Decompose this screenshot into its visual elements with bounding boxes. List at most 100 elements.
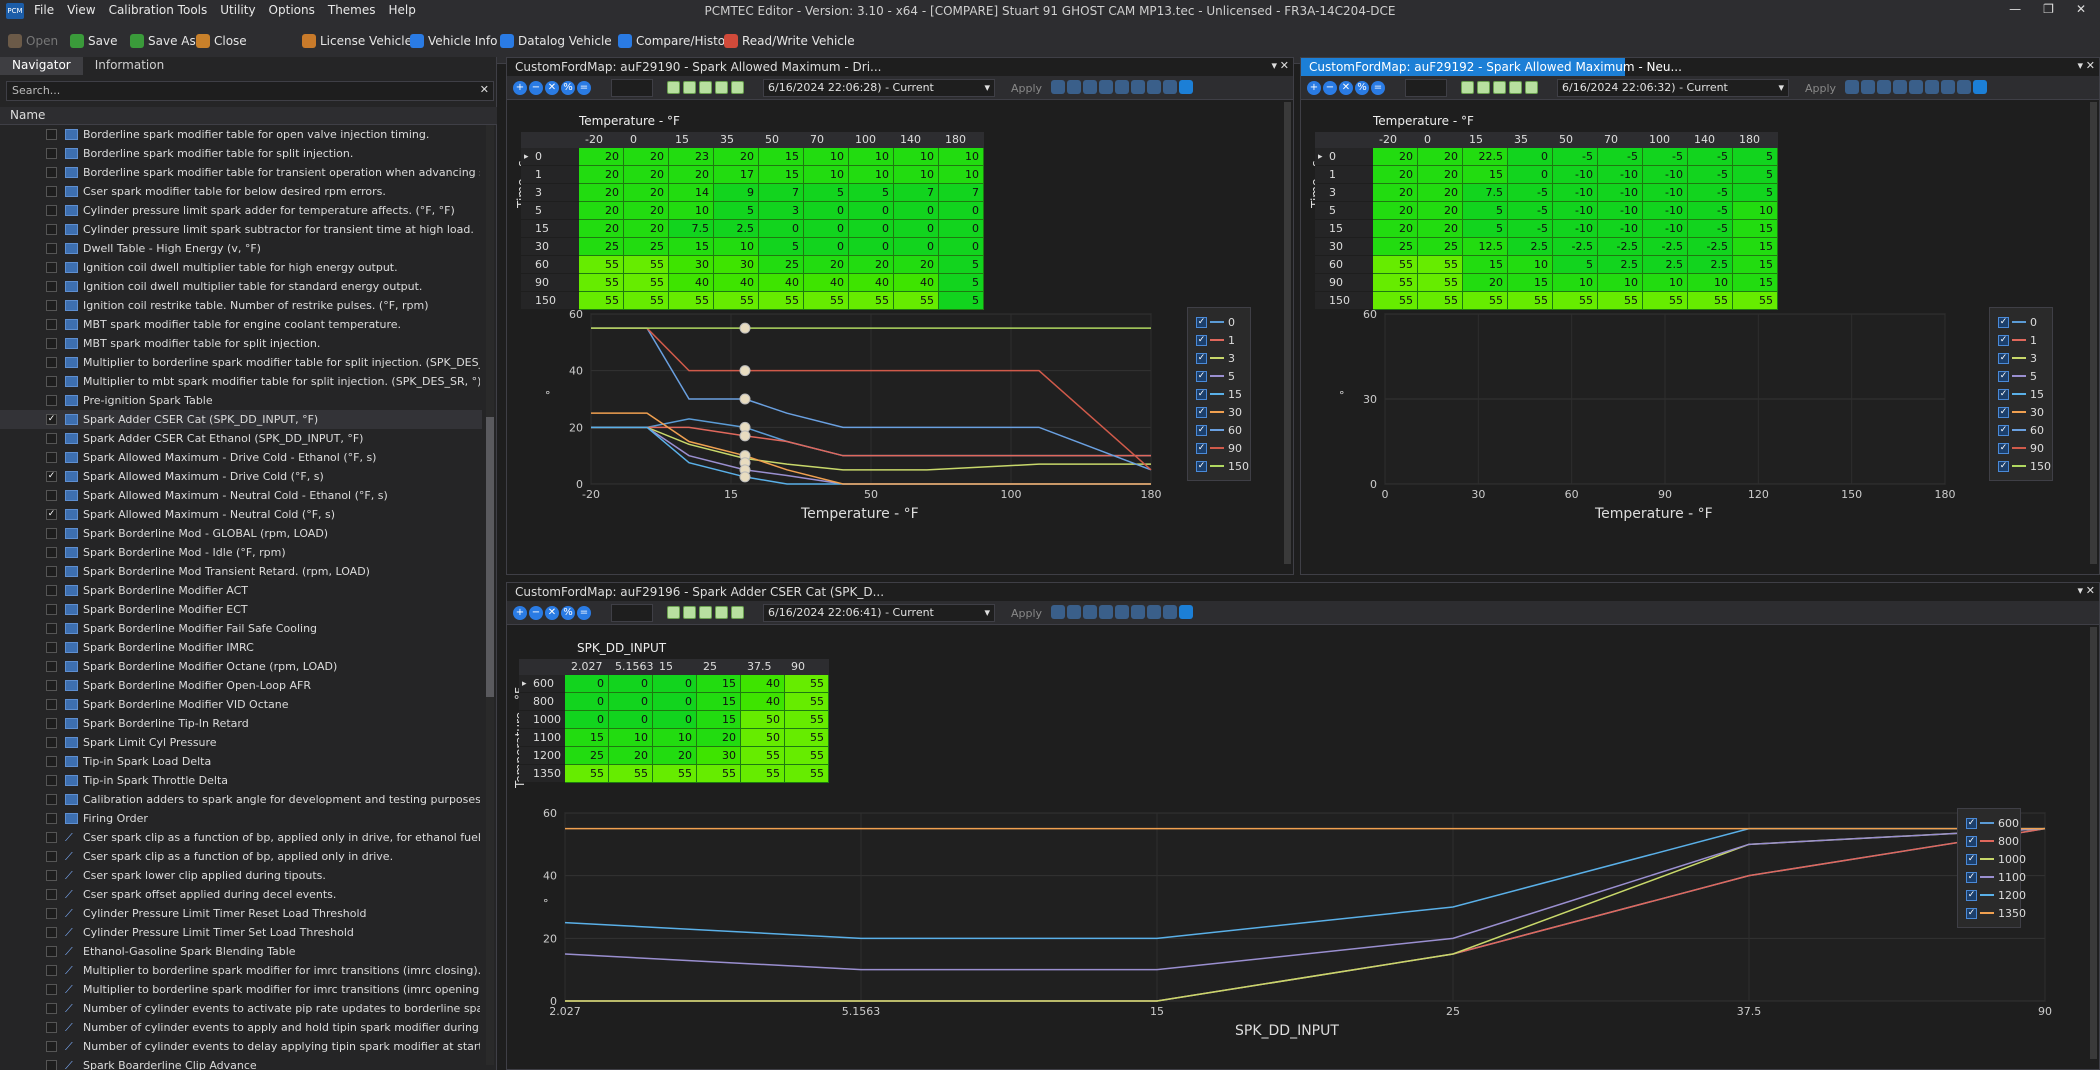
table-cell[interactable]: 2.5 [1643,256,1688,274]
table-cell[interactable]: -5 [1688,148,1733,166]
triangle-icon[interactable] [1051,605,1065,619]
row-header[interactable]: 1 [1315,166,1373,184]
table-cell[interactable]: 0 [565,711,609,729]
item-checkbox[interactable]: ✓ [46,414,57,425]
list-item[interactable]: Borderline spark modifier table for spli… [0,144,482,163]
legend-checkbox[interactable]: ✓ [1196,370,1207,382]
legend-item[interactable]: ✓ 30 [1998,404,2044,420]
row-header[interactable]: 15 [1315,220,1373,238]
table-cell[interactable]: 15 [697,693,741,711]
table-cell[interactable]: 5 [759,238,804,256]
table-cell[interactable]: 20 [849,256,894,274]
item-checkbox[interactable] [46,794,57,805]
table-cell[interactable]: -10 [1643,220,1688,238]
legend-item[interactable]: ✓ 90 [1998,440,2044,456]
next-icon[interactable] [1115,605,1129,619]
table-cell[interactable]: 20 [624,202,669,220]
list-item[interactable]: Tip-in Spark Throttle Delta [0,771,482,790]
list-item[interactable]: ✓ Spark Allowed Maximum - Neutral Cold (°… [0,505,482,524]
list-item[interactable]: ⟋ Number of cylinder events to delay appl… [0,1037,482,1056]
item-checkbox[interactable] [46,623,57,634]
copy-icon[interactable] [667,606,680,619]
table-cell[interactable]: 15 [1508,274,1553,292]
next-icon[interactable] [1909,80,1923,94]
table-cell[interactable]: 55 [1463,292,1508,310]
table-cell[interactable]: 20 [624,166,669,184]
list-item[interactable]: ⟋ Cser spark clip as a function of bp, ap… [0,828,482,847]
table-cell[interactable]: -10 [1643,166,1688,184]
table-cell[interactable]: 9 [714,184,759,202]
table-cell[interactable]: -5 [1688,220,1733,238]
list-item[interactable]: Spark Allowed Maximum - Drive Cold - Eth… [0,448,482,467]
item-checkbox[interactable] [46,528,57,539]
fill-icon[interactable] [1525,81,1538,94]
table-cell[interactable]: 15 [697,675,741,693]
row-header[interactable]: 1200 [519,747,565,765]
menu-help[interactable]: Help [388,3,416,17]
menu-calibration-tools[interactable]: Calibration Tools [108,3,208,17]
table-cell[interactable]: 20 [624,148,669,166]
smooth-icon[interactable] [1509,81,1522,94]
list-item[interactable]: Multiplier to borderline spark modifier … [0,353,482,372]
table-cell[interactable]: 25 [579,238,624,256]
table-cell[interactable]: 55 [785,765,829,783]
table-cell[interactable]: 40 [741,675,785,693]
percent-icon[interactable]: % [561,606,575,620]
table-cell[interactable]: 15 [1463,256,1508,274]
panel-tab[interactable]: CustomFordMap: auF29192 - Spark Allowed … [1301,58,1682,76]
value-box[interactable] [611,604,653,622]
list-item[interactable]: Multiplier to mbt spark modifier table f… [0,372,482,391]
table-cell[interactable]: 55 [1688,292,1733,310]
list-item[interactable]: Firing Order [0,809,482,828]
legend-item[interactable]: ✓ 600 [1966,815,2019,831]
clear-icon[interactable]: ✕ [1339,81,1353,95]
list-item[interactable]: Ignition coil dwell multiplier table for… [0,258,482,277]
list-item[interactable]: Borderline spark modifier table for tran… [0,163,482,182]
table-cell[interactable]: 20 [1418,166,1463,184]
table-cell[interactable]: 25 [1373,238,1418,256]
legend-checkbox[interactable]: ✓ [1966,871,1977,883]
table-cell[interactable]: 20 [624,184,669,202]
interpolate-icon[interactable] [699,606,712,619]
list-item[interactable]: Ignition coil dwell multiplier table for… [0,277,482,296]
row-header[interactable]: 30 [521,238,579,256]
table-cell[interactable]: 20 [1373,220,1418,238]
legend-item[interactable]: ✓ 5 [1998,368,2037,384]
table-cell[interactable]: 0 [939,220,984,238]
item-checkbox[interactable] [46,205,57,216]
table-cell[interactable]: 5 [849,184,894,202]
panel-menu-icon[interactable]: ▾ [2077,59,2083,72]
legend-item[interactable]: ✓ 1100 [1966,869,2026,885]
column-header[interactable]: 70 [1598,132,1643,148]
value-box[interactable] [611,79,653,97]
chart-view-icon[interactable] [1973,80,1987,94]
panel-tab[interactable]: CustomFordMap: auF29190 - Spark Allowed … [515,60,882,74]
table-cell[interactable]: 20 [714,148,759,166]
row-header[interactable]: 3 [1315,184,1373,202]
data-table[interactable]: 2.027 5.1563 15 25 37.5 90 600 ▸ 0 0 0 15 40 55 800 0 0 0… [519,659,829,783]
table-cell[interactable]: 55 [759,292,804,310]
list-item[interactable]: Spark Borderline Mod Transient Retard. (… [0,562,482,581]
list-item[interactable]: MBT spark modifier table for engine cool… [0,315,482,334]
row-header[interactable]: 15 [521,220,579,238]
table-cell[interactable]: 3 [759,202,804,220]
table-cell[interactable]: -10 [1553,220,1598,238]
table-cell[interactable]: 10 [849,166,894,184]
item-checkbox[interactable] [46,851,57,862]
row-header[interactable]: 800 [519,693,565,711]
legend-checkbox[interactable]: ✓ [1998,388,2009,400]
legend-checkbox[interactable]: ✓ [1998,334,2009,346]
legend-item[interactable]: ✓ 0 [1998,314,2037,330]
item-checkbox[interactable] [46,604,57,615]
table-cell[interactable]: 0 [565,693,609,711]
table-cell[interactable]: 55 [1418,256,1463,274]
list-item[interactable]: ⟋ Number of cylinder events to activate p… [0,999,482,1018]
column-header[interactable]: 5.1563 [609,659,654,675]
table-cell[interactable]: -2.5 [1553,238,1598,256]
table-cell[interactable]: 10 [894,148,939,166]
table-cell[interactable]: 20 [894,256,939,274]
table-cell[interactable]: 25 [759,256,804,274]
item-checkbox[interactable] [46,832,57,843]
column-header[interactable]: 70 [804,132,849,148]
item-checkbox[interactable] [46,186,57,197]
